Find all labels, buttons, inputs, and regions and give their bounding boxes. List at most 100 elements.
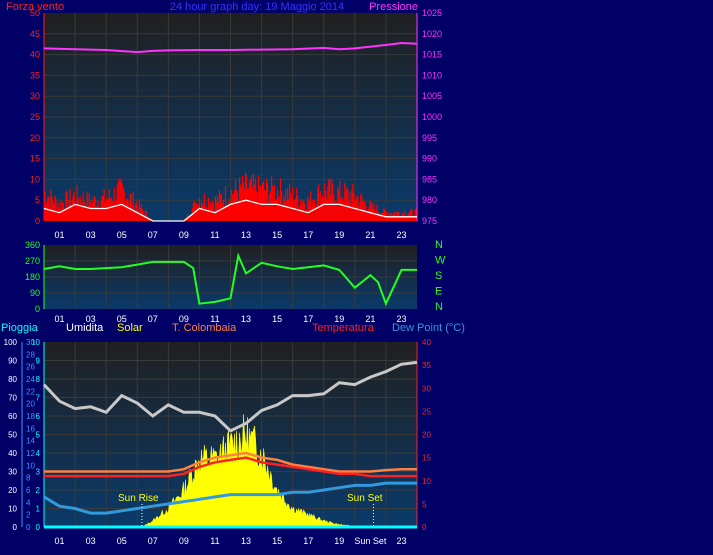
sun-set-label: Sun Set: [347, 493, 383, 504]
composite-tick-label: 9: [36, 357, 41, 366]
wind-tick-label: 45: [30, 29, 40, 39]
composite-tick-label: 4: [36, 449, 41, 458]
wind-tick-label: 5: [35, 195, 40, 205]
wind-tick-label: 15: [30, 154, 40, 164]
x-tick-label: 21: [365, 314, 375, 324]
composite-tick-label: 30: [422, 384, 431, 393]
wind-tick-label: 25: [30, 112, 40, 122]
composite-tick-label: 0: [36, 523, 41, 532]
x-tick-label: 19: [334, 536, 344, 546]
x-tick-label: 19: [334, 230, 344, 240]
compass-label: E: [435, 286, 442, 298]
x-tick-label: 07: [148, 314, 158, 324]
pressure-tick-label: 980: [422, 195, 437, 205]
composite-tick-label: 0: [422, 523, 427, 532]
x-tick-label: 11: [210, 536, 219, 546]
x-tick-label: 17: [303, 536, 313, 546]
legend-temperatura: Temperatura: [312, 322, 375, 334]
composite-series: [42, 360, 418, 529]
composite-tick-label: 80: [8, 375, 17, 384]
composite-tick-label: 26: [26, 363, 35, 372]
wind-pressure-x-ticks: 01 03 05 07 09 11 13 15 17 19 21 23: [55, 230, 407, 240]
direction-tick-label: 180: [25, 272, 40, 282]
x-tick-label: 11: [210, 230, 219, 240]
composite-tick-label: 10: [422, 477, 431, 486]
direction-tick-label: 90: [30, 288, 40, 298]
composite-tick-label: 12: [26, 449, 35, 458]
x-tick-label: 15: [272, 536, 282, 546]
x-tick-label: 01: [55, 536, 65, 546]
x-tick-label: 01: [55, 230, 65, 240]
x-tick-label: 13: [241, 314, 251, 324]
legend-dewpoint: Dew Point (°C): [392, 322, 465, 334]
legend-umidita: Umidita: [66, 322, 104, 334]
dewpoint-line: [43, 481, 417, 515]
composite-tick-label: 10: [8, 505, 17, 514]
direction-axis-ticks: 0 90 180 270 360: [25, 240, 45, 314]
wind-tick-label: 50: [30, 8, 40, 18]
legend-solar: Solar: [117, 322, 143, 334]
pressure-tick-label: 995: [422, 133, 437, 143]
pressure-line: [43, 41, 418, 54]
wind-pressure-grid: [44, 13, 417, 221]
pressure-tick-label: 1010: [422, 70, 442, 80]
x-tick-label: 07: [148, 536, 158, 546]
wind-axis-label: Forza vento: [6, 1, 64, 13]
composite-tick-label: 24: [26, 375, 35, 384]
x-tick-label: 15: [272, 314, 282, 324]
wind-tick-label: 40: [30, 50, 40, 60]
composite-tick-label: 16: [26, 424, 35, 433]
pressure-tick-label: 1000: [422, 112, 442, 122]
composite-tick-label: 15: [422, 454, 431, 463]
wind-tick-label: 30: [30, 91, 40, 101]
x-tick-label: 17: [303, 314, 313, 324]
colombaia-line: [44, 451, 417, 473]
pressure-tick-label: 1025: [422, 8, 442, 18]
composite-tick-label: 22: [26, 387, 35, 396]
humidity-line: [42, 360, 418, 433]
direction-tick-label: 360: [25, 240, 40, 250]
chart-title: 24 hour graph day: 19 Maggio 2014: [170, 1, 344, 13]
direction-line: [43, 252, 417, 307]
composite-tick-label: 8: [26, 474, 31, 483]
direction-tick-label: 270: [25, 256, 40, 266]
composite-tick-label: 20: [422, 431, 431, 440]
composite-tick-label: 5: [422, 500, 427, 509]
composite-tick-label: 6: [26, 486, 31, 495]
composite-tick-label: 60: [8, 412, 17, 421]
x-tick-label: 23: [396, 230, 406, 240]
x-tick-label: 23: [396, 536, 406, 546]
wind-axis-ticks: 0 5 10 15 20 25 30 35 40 45 50: [30, 8, 45, 226]
direction-series: [43, 252, 417, 307]
composite-tick-label: 40: [8, 449, 17, 458]
pressure-tick-label: 1020: [422, 29, 442, 39]
composite-tick-label: 0: [13, 523, 18, 532]
legend-pioggia: Pioggia: [1, 322, 39, 334]
compass-label: N: [435, 301, 443, 313]
composite-tick-label: 18: [26, 412, 35, 421]
x-tick-label: 05: [117, 230, 127, 240]
composite-axes: 0123456789100102030405060708090100024681…: [4, 338, 432, 532]
x-tick-label: 23: [396, 314, 406, 324]
pressure-tick-label: 1015: [422, 50, 442, 60]
composite-tick-label: 8: [36, 375, 41, 384]
pressure-tick-label: 985: [422, 174, 437, 184]
composite-tick-label: 2: [26, 511, 31, 520]
composite-tick-label: 6: [36, 412, 41, 421]
sun-rise-label: Sun Rise: [118, 493, 159, 504]
x-tick-label: 07: [148, 230, 158, 240]
x-tick-label: 13: [241, 230, 251, 240]
wind-tick-label: 0: [35, 216, 40, 226]
pressure-tick-label: 1005: [422, 91, 442, 101]
wind-average-line: [43, 199, 417, 222]
composite-tick-label: 3: [36, 468, 41, 477]
direction-tick-label: 0: [35, 304, 40, 314]
composite-tick-label: 20: [8, 486, 17, 495]
pressure-axis-ticks: 975 980 985 990 995 1000 1005 1010 1015 1020 1025: [416, 8, 442, 226]
composite-tick-label: 10: [26, 461, 35, 470]
compass-label: N: [435, 239, 443, 251]
x-tick-label: 01: [55, 314, 65, 324]
pressure-tick-label: 990: [422, 154, 437, 164]
